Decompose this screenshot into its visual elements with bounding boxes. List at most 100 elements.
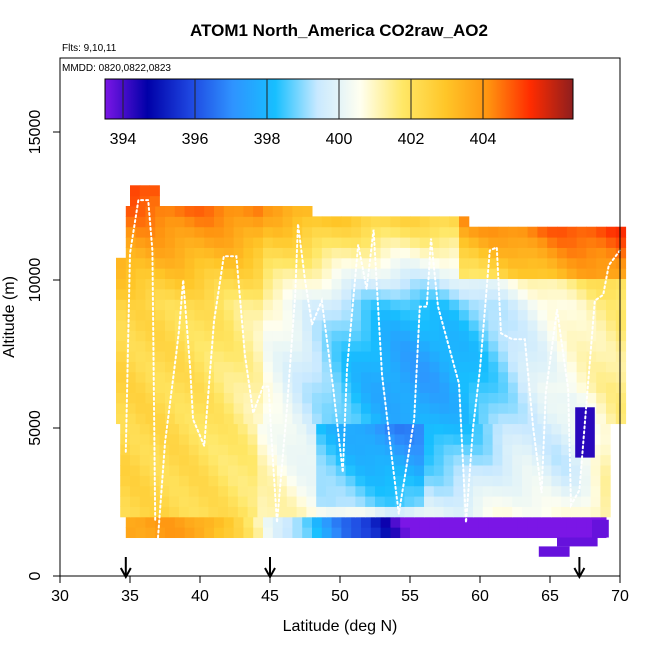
heatmap-cell [188, 454, 200, 466]
heatmap-cell [537, 527, 548, 539]
heatmap-cell [361, 516, 372, 528]
heatmap-cell [400, 382, 411, 393]
heatmap-cell [410, 268, 421, 280]
heatmap-cell [120, 423, 131, 435]
heatmap-cell [135, 382, 146, 393]
heatmap-cell [586, 288, 597, 300]
heatmap-cell [404, 485, 415, 497]
heatmap-cell [247, 444, 258, 456]
heatmap-cell [204, 237, 215, 248]
heatmap-cell [429, 527, 440, 539]
heatmap-cell [292, 413, 303, 425]
heatmap-cell [321, 516, 333, 528]
colorbar-tick-label: 400 [326, 131, 353, 148]
heatmap-cell [468, 382, 480, 393]
heatmap-cell [537, 237, 548, 248]
heatmap-cell [198, 454, 209, 466]
heatmap-cell [272, 371, 284, 383]
flights-annotation: Flts: 9,10,11 [62, 43, 117, 54]
heatmap-cell [282, 392, 293, 404]
heatmap-cell [198, 433, 209, 445]
heatmap-cell [321, 257, 333, 269]
heatmap-cell [312, 413, 323, 425]
heatmap-cell [341, 237, 352, 248]
heatmap-cell [590, 485, 601, 497]
x-tick-label: 50 [331, 588, 349, 605]
heatmap-cell [194, 413, 205, 425]
heatmap-cell [576, 309, 587, 321]
heatmap-cell [204, 206, 215, 217]
heatmap-cell [312, 309, 323, 321]
heatmap-cell [557, 237, 568, 248]
heatmap-cell [331, 288, 342, 300]
heatmap-cell [253, 402, 264, 414]
heatmap-cell [204, 309, 215, 321]
heatmap-cell [517, 371, 529, 383]
heatmap-cell [125, 268, 137, 280]
heatmap-cell [615, 361, 627, 373]
heatmap-cell [306, 444, 317, 456]
heatmap-cell [326, 496, 337, 507]
heatmap-cell [433, 496, 445, 507]
heatmap-cell [341, 361, 352, 373]
heatmap-cell [547, 392, 558, 404]
heatmap-cell [468, 247, 480, 259]
flight-track [157, 223, 621, 539]
heatmap-cell [194, 268, 205, 280]
heatmap-cell [312, 527, 323, 539]
heatmap-cell [223, 226, 235, 238]
heatmap-cell [449, 351, 460, 362]
heatmap-cell [331, 371, 342, 383]
heatmap-cell [410, 226, 421, 238]
heatmap-cell [512, 454, 523, 466]
heatmap-cell [443, 506, 454, 518]
heatmap-cell [488, 299, 499, 311]
heatmap-cell [272, 319, 284, 331]
heatmap-cell [243, 319, 254, 331]
heatmap-cell [169, 454, 180, 466]
heatmap-cell [449, 516, 460, 528]
heatmap-cell [453, 496, 464, 507]
heatmap-cell [517, 330, 529, 342]
heatmap-cell [410, 247, 421, 259]
heatmap-cell [302, 527, 313, 539]
heatmap-cell [184, 299, 195, 311]
heatmap-cell [439, 351, 450, 362]
heatmap-cell [282, 216, 293, 228]
heatmap-cell [361, 288, 372, 300]
heatmap-cell [404, 465, 415, 476]
heatmap-cell [429, 309, 440, 321]
heatmap-cell [527, 351, 538, 362]
heatmap-cell [188, 423, 200, 435]
heatmap-cell [263, 361, 274, 373]
heatmap-cell [439, 257, 450, 269]
heatmap-cell [384, 485, 396, 497]
heatmap-cell [116, 371, 127, 383]
heatmap-cell [596, 247, 607, 259]
heatmap-cell [159, 475, 170, 487]
heatmap-cell [566, 247, 578, 259]
heatmap-cell [312, 361, 323, 373]
heatmap-cell [316, 506, 327, 518]
heatmap-cell [243, 216, 254, 228]
heatmap-cell [492, 454, 503, 466]
heatmap-cell [557, 288, 568, 300]
heatmap-cell [527, 278, 538, 290]
heatmap-cell [292, 382, 303, 393]
heatmap-cell [223, 309, 235, 321]
heatmap-cell [286, 496, 298, 507]
heatmap-cell [380, 216, 391, 228]
heatmap-cell [424, 465, 435, 476]
heatmap-cell [478, 247, 489, 259]
heatmap-cell [263, 247, 274, 259]
heatmap-cell [508, 402, 519, 414]
heatmap-cell [547, 516, 558, 528]
heatmap-cell [155, 361, 166, 373]
heatmap-cell [321, 237, 333, 248]
heatmap-cell [508, 278, 519, 290]
heatmap-cell [155, 206, 166, 217]
heatmap-cell [522, 423, 533, 435]
heatmap-cell [508, 226, 519, 238]
heatmap-cell [576, 278, 587, 290]
heatmap-cell [400, 237, 411, 248]
